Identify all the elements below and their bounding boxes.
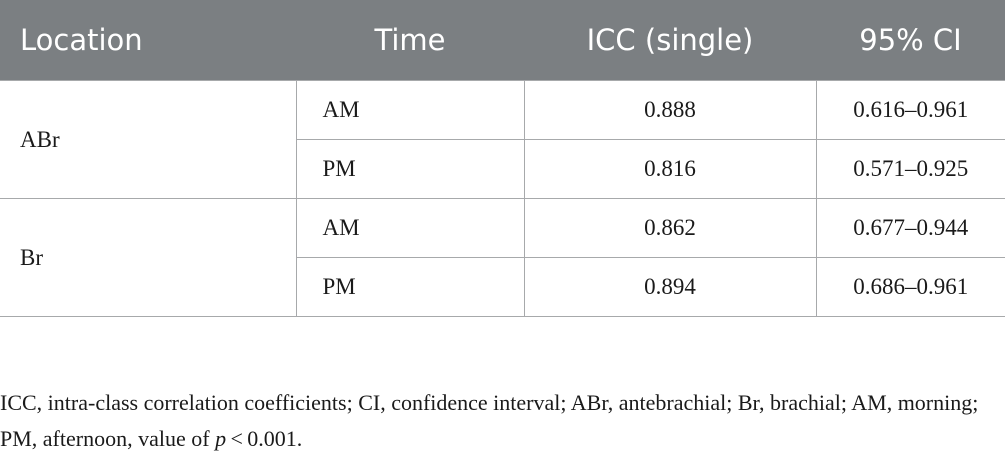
footnote-p-symbol: p [215, 426, 227, 451]
header-icc: ICC (single) [524, 0, 816, 81]
header-location: Location [0, 0, 296, 81]
results-table-container: Location Time ICC (single) 95% CI ABr AM… [0, 0, 1005, 317]
table-row: Br AM 0.862 0.677–0.944 [0, 198, 1005, 317]
table-body: ABr AM 0.888 0.616–0.961 PM 0.816 0.571–… [0, 80, 1005, 317]
icc-results-table: Location Time ICC (single) 95% CI ABr AM… [0, 0, 1005, 317]
table-row: ABr AM 0.888 0.616–0.961 [0, 80, 1005, 199]
icc-cell: 0.816 [523, 139, 817, 199]
ci-cell: 0.677–0.944 [815, 198, 1005, 258]
table-row: PM 0.894 0.686–0.961 [0, 257, 1005, 317]
footnote-text: ICC, intra-class correlation coefficient… [0, 390, 979, 451]
ci-cell: 0.686–0.961 [815, 257, 1005, 317]
icc-cell: 0.888 [523, 80, 817, 140]
time-cell: AM [295, 80, 525, 140]
table-header: Location Time ICC (single) 95% CI [0, 0, 1005, 81]
table-footnote: ICC, intra-class correlation coefficient… [0, 385, 1000, 457]
icc-cell: 0.894 [523, 257, 817, 317]
ci-cell: 0.616–0.961 [815, 80, 1005, 140]
footnote-p-value: < 0.001. [226, 426, 303, 451]
icc-cell: 0.862 [523, 198, 817, 258]
location-cell: ABr [0, 80, 297, 199]
time-cell: PM [295, 139, 525, 199]
ci-cell: 0.571–0.925 [815, 139, 1005, 199]
header-time: Time [296, 0, 524, 81]
header-row: Location Time ICC (single) 95% CI [0, 0, 1005, 81]
table-row: PM 0.816 0.571–0.925 [0, 139, 1005, 199]
header-ci: 95% CI [816, 0, 1005, 81]
time-cell: PM [295, 257, 525, 317]
time-cell: AM [295, 198, 525, 258]
location-cell: Br [0, 198, 297, 317]
